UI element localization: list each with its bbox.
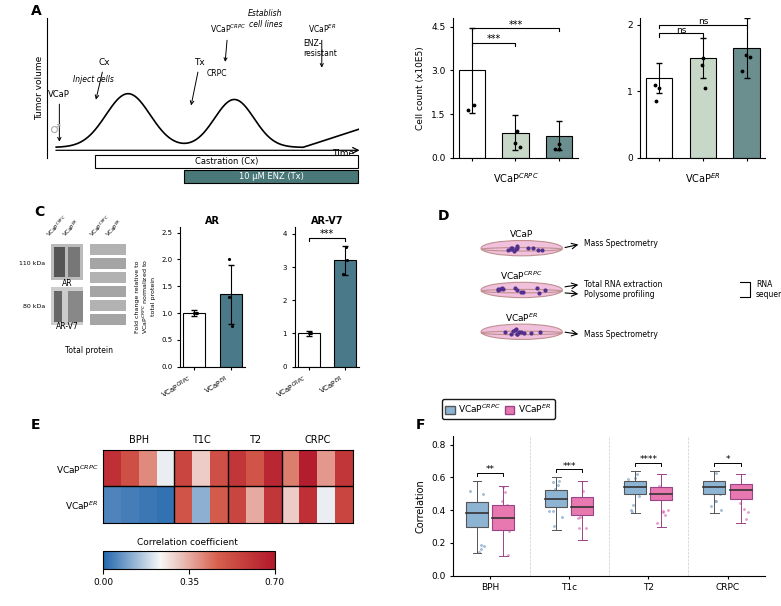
Title: AR: AR <box>205 216 220 227</box>
Text: E: E <box>31 418 41 432</box>
Text: VCaP$^{ER}$: VCaP$^{ER}$ <box>505 311 538 324</box>
Text: AR: AR <box>62 279 73 288</box>
Bar <box>502 133 529 158</box>
Text: 10 μM ENZ (Tx): 10 μM ENZ (Tx) <box>239 172 304 181</box>
Text: VCaP$^{ER}$: VCaP$^{ER}$ <box>308 22 336 67</box>
Bar <box>492 505 514 530</box>
Bar <box>54 291 62 322</box>
Text: F: F <box>415 418 425 432</box>
Bar <box>298 333 319 367</box>
Text: ***: *** <box>562 462 576 471</box>
Bar <box>704 481 726 494</box>
Bar <box>546 136 572 158</box>
Bar <box>733 48 760 158</box>
Text: 110 kDa: 110 kDa <box>19 261 45 266</box>
Text: Time: Time <box>333 149 355 158</box>
Bar <box>68 247 80 278</box>
Bar <box>646 78 672 158</box>
Y-axis label: Fold change relative to
VCaP$^{CRPC}$ normalized to
total protein: Fold change relative to VCaP$^{CRPC}$ no… <box>134 259 156 335</box>
Y-axis label: Correlation: Correlation <box>415 479 426 533</box>
Ellipse shape <box>481 241 562 256</box>
Bar <box>51 287 83 325</box>
Ellipse shape <box>481 282 562 298</box>
Bar <box>54 247 66 278</box>
Bar <box>91 244 126 255</box>
Text: ***: *** <box>508 20 522 30</box>
Text: Mass Spectrometry: Mass Spectrometry <box>584 239 658 248</box>
Text: Total RNA extraction: Total RNA extraction <box>584 280 662 289</box>
Text: Polysome profiling: Polysome profiling <box>584 290 654 299</box>
Bar <box>91 314 126 325</box>
Text: ****: **** <box>640 455 658 464</box>
Bar <box>51 244 83 280</box>
Y-axis label: Cell count (x10E5): Cell count (x10E5) <box>416 46 426 130</box>
Text: ns: ns <box>676 26 686 35</box>
Ellipse shape <box>481 324 562 339</box>
Text: Total protein: Total protein <box>65 345 112 355</box>
FancyBboxPatch shape <box>184 170 358 183</box>
FancyBboxPatch shape <box>95 155 358 168</box>
Bar <box>458 70 485 158</box>
Text: D: D <box>437 209 449 223</box>
Text: RNA
sequencing: RNA sequencing <box>756 279 781 299</box>
X-axis label: VCaP$^{ER}$: VCaP$^{ER}$ <box>685 171 721 185</box>
Text: VCaP$^{CRPC}$: VCaP$^{CRPC}$ <box>87 214 112 239</box>
X-axis label: VCaP$^{CRPC}$: VCaP$^{CRPC}$ <box>493 171 538 185</box>
Bar <box>651 487 672 501</box>
Text: VCaP: VCaP <box>510 230 533 239</box>
Text: Establish
cell lines: Establish cell lines <box>248 10 283 29</box>
Text: Castration (Cx): Castration (Cx) <box>194 157 259 166</box>
Text: VCaP$^{CRPC}$: VCaP$^{CRPC}$ <box>210 22 246 61</box>
Y-axis label: Tumor volume: Tumor volume <box>35 56 44 120</box>
Text: A: A <box>31 4 42 18</box>
Legend: VCaP$^{CRPC}$, VCaP$^{ER}$: VCaP$^{CRPC}$, VCaP$^{ER}$ <box>442 399 555 419</box>
Text: AR-V7: AR-V7 <box>55 322 78 331</box>
Bar <box>729 484 751 499</box>
Text: VCaP$^{ER}$: VCaP$^{ER}$ <box>60 218 82 239</box>
Bar <box>334 261 356 367</box>
Text: ♂: ♂ <box>50 123 61 136</box>
Text: Tx: Tx <box>191 58 205 104</box>
Text: Inject cells: Inject cells <box>73 75 114 84</box>
Bar <box>91 258 126 269</box>
Text: VCaP$^{ER}$: VCaP$^{ER}$ <box>103 218 125 239</box>
Bar <box>220 295 242 367</box>
Title: AR-V7: AR-V7 <box>311 216 343 227</box>
Text: VCaP$^{CRPC}$: VCaP$^{CRPC}$ <box>501 270 543 282</box>
Text: VCaP$^{CRPC}$: VCaP$^{CRPC}$ <box>45 214 70 239</box>
Text: Mass Spectrometry: Mass Spectrometry <box>584 330 658 339</box>
Text: ***: *** <box>487 35 501 44</box>
Text: **: ** <box>486 465 494 474</box>
Bar <box>572 497 594 515</box>
Text: ns: ns <box>697 17 708 26</box>
Text: ***: *** <box>320 229 334 239</box>
Text: Correlation coefficient: Correlation coefficient <box>137 538 238 547</box>
Text: ENZ-
resistant: ENZ- resistant <box>303 39 337 58</box>
Bar <box>690 58 716 158</box>
Bar <box>545 490 567 507</box>
Text: *: * <box>726 455 729 464</box>
Text: VCaP: VCaP <box>48 90 70 141</box>
Text: Cx: Cx <box>95 58 110 99</box>
Text: 80 kDa: 80 kDa <box>23 304 45 309</box>
Bar <box>68 291 83 322</box>
Bar <box>91 300 126 311</box>
Bar <box>91 272 126 283</box>
Text: C: C <box>34 205 45 219</box>
Bar <box>466 502 488 527</box>
Bar <box>624 481 647 494</box>
Text: CRPC: CRPC <box>206 69 226 78</box>
Bar <box>184 313 205 367</box>
Bar <box>91 286 126 297</box>
